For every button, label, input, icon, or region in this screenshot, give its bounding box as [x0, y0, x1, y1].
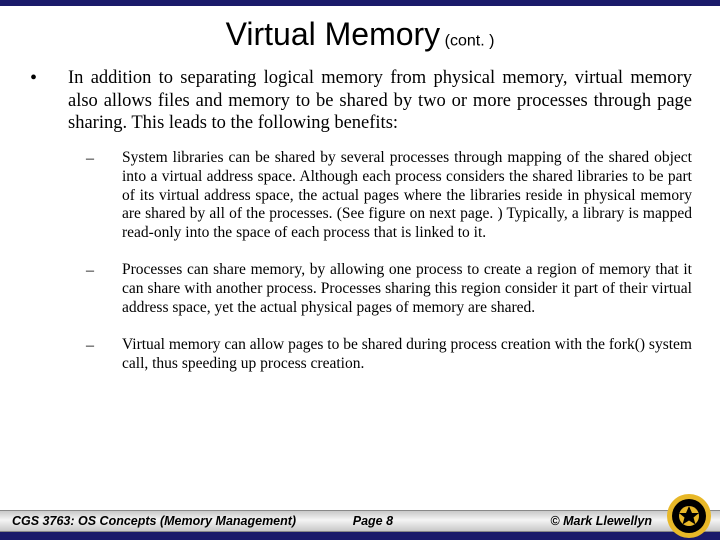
bullet-marker: • — [28, 67, 68, 90]
dash-marker: – — [86, 261, 122, 280]
content-area: • In addition to separating logical memo… — [0, 59, 720, 374]
ucf-logo-icon — [666, 493, 712, 539]
sub-bullet-text: Processes can share memory, by allowing … — [122, 261, 692, 318]
footer-course: CGS 3763: OS Concepts (Memory Management… — [12, 514, 296, 528]
sub-bullet-text: System libraries can be shared by severa… — [122, 149, 692, 244]
intro-bullet: • In addition to separating logical memo… — [28, 67, 692, 135]
intro-text: In addition to separating logical memory… — [68, 67, 692, 135]
slide-title: Virtual Memory (cont. ) — [0, 6, 720, 59]
footer-page: Page 8 — [353, 514, 393, 528]
dash-marker: – — [86, 336, 122, 355]
list-item: – System libraries can be shared by seve… — [86, 149, 692, 244]
footer-author: © Mark Llewellyn — [550, 514, 652, 528]
bottom-accent-bar — [0, 532, 720, 540]
footer: CGS 3763: OS Concepts (Memory Management… — [0, 510, 720, 540]
slide: Virtual Memory (cont. ) • In addition to… — [0, 0, 720, 540]
list-item: – Processes can share memory, by allowin… — [86, 261, 692, 318]
sub-bullet-list: – System libraries can be shared by seve… — [28, 149, 692, 374]
dash-marker: – — [86, 149, 122, 168]
footer-bar: CGS 3763: OS Concepts (Memory Management… — [0, 510, 720, 532]
list-item: – Virtual memory can allow pages to be s… — [86, 336, 692, 374]
title-cont: (cont. ) — [440, 32, 494, 49]
sub-bullet-text: Virtual memory can allow pages to be sha… — [122, 336, 692, 374]
title-main: Virtual Memory — [226, 16, 441, 52]
